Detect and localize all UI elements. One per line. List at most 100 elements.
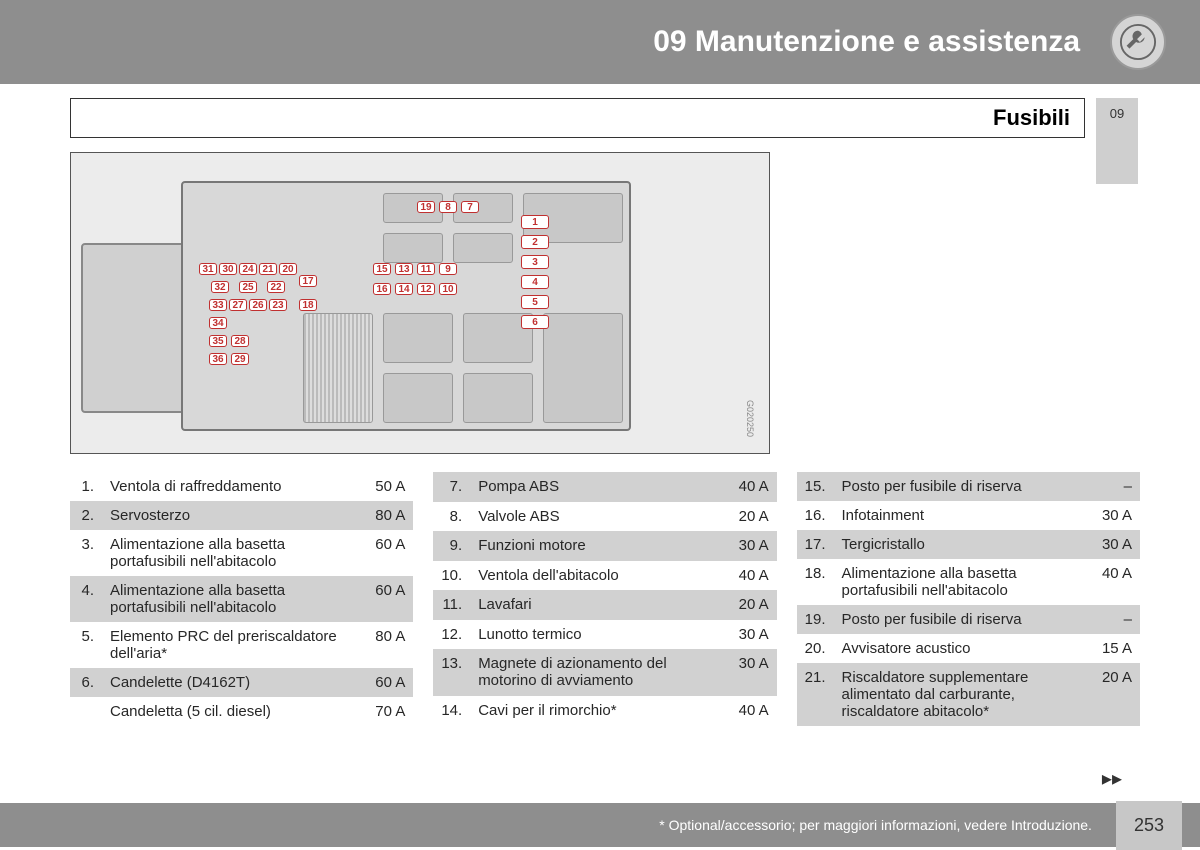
fuse-label: 22 xyxy=(267,281,285,293)
fuse-label: 24 xyxy=(239,263,257,275)
fuse-number: 3. xyxy=(70,530,102,576)
fuse-description: Alimentazione alla basetta portafusibili… xyxy=(102,576,363,622)
table-row: 11.Lavafari20 A xyxy=(433,590,776,620)
chapter-tab: 09 xyxy=(1096,98,1138,184)
fuse-label: 14 xyxy=(395,283,413,295)
fuse-amperage: 80 A xyxy=(363,622,413,668)
fuse-description: Lunotto termico xyxy=(470,620,726,650)
fuse-amperage: 60 A xyxy=(363,576,413,622)
fuse-description: Lavafari xyxy=(470,590,726,620)
fuse-amperage: 60 A xyxy=(363,530,413,576)
table-row: 19.Posto per fusibile di riserva– xyxy=(797,605,1140,634)
fuse-amperage: – xyxy=(1090,605,1140,634)
fuse-number: 12. xyxy=(433,620,470,650)
fuse-label: 12 xyxy=(417,283,435,295)
fuse-amperage: 20 A xyxy=(1090,663,1140,726)
fuse-table-3: 15.Posto per fusibile di riserva–16.Info… xyxy=(797,472,1140,726)
fuse-description: Riscaldatore supplementare alimentato da… xyxy=(834,663,1090,726)
table-row: 18.Alimentazione alla basetta portafusib… xyxy=(797,559,1140,605)
table-row: 7.Pompa ABS40 A xyxy=(433,472,776,502)
fuse-label: 18 xyxy=(299,299,317,311)
fuse-description: Posto per fusibile di riserva xyxy=(834,472,1090,501)
table-row: 14.Cavi per il rimorchio*40 A xyxy=(433,696,776,726)
fuse-table-2: 7.Pompa ABS40 A8.Valvole ABS20 A9.Funzio… xyxy=(433,472,776,726)
fuse-label: 34 xyxy=(209,317,227,329)
table-row: 16.Infotainment30 A xyxy=(797,501,1140,530)
fuse-label: 28 xyxy=(231,335,249,347)
fuse-label: 21 xyxy=(259,263,277,275)
fuse-description: Pompa ABS xyxy=(470,472,726,502)
fuse-tables: 1.Ventola di raffreddamento50 A2.Servost… xyxy=(70,472,1140,726)
fuse-number: 7. xyxy=(433,472,470,502)
fuse-label: 3 xyxy=(521,255,549,269)
fuse-amperage: 40 A xyxy=(727,472,777,502)
table-row: 13.Magnete di azionamento del motorino d… xyxy=(433,649,776,696)
fuse-number: 1. xyxy=(70,472,102,501)
fuse-description: Cavi per il rimorchio* xyxy=(470,696,726,726)
fuse-number: 11. xyxy=(433,590,470,620)
fusebox-diagram: 1 2 3 4 5 6 19 8 7 15 13 11 9 16 14 12 1… xyxy=(70,152,770,454)
fuse-label: 31 xyxy=(199,263,217,275)
fuse-description: Infotainment xyxy=(834,501,1090,530)
fuse-number: 6. xyxy=(70,668,102,697)
fuse-label: 8 xyxy=(439,201,457,213)
fuse-amperage: 30 A xyxy=(1090,501,1140,530)
section-title: Fusibili xyxy=(70,98,1085,138)
fuse-label: 33 xyxy=(209,299,227,311)
fuse-amperage: 40 A xyxy=(727,696,777,726)
table-row: 12.Lunotto termico30 A xyxy=(433,620,776,650)
fuse-description: Elemento PRC del preriscaldatore dell'ar… xyxy=(102,622,363,668)
fuse-number: 18. xyxy=(797,559,834,605)
fuse-description: Candeletta (5 cil. diesel) xyxy=(102,697,363,726)
fuse-description: Posto per fusibile di riserva xyxy=(834,605,1090,634)
fuse-label: 9 xyxy=(439,263,457,275)
fuse-label: 6 xyxy=(521,315,549,329)
footer-bar: * Optional/accessorio; per maggiori info… xyxy=(0,803,1200,847)
fuse-description: Servosterzo xyxy=(102,501,363,530)
header-bar: 09 Manutenzione e assistenza xyxy=(0,0,1200,84)
fuse-number: 9. xyxy=(433,531,470,561)
fuse-amperage: 50 A xyxy=(363,472,413,501)
fuse-label: 1 xyxy=(521,215,549,229)
fuse-amperage: 70 A xyxy=(363,697,413,726)
fuse-amperage: 15 A xyxy=(1090,634,1140,663)
continue-indicator: ▸▸ xyxy=(1102,766,1122,791)
fuse-amperage: 30 A xyxy=(727,531,777,561)
fuse-label: 17 xyxy=(299,275,317,287)
fuse-amperage: 20 A xyxy=(727,590,777,620)
fuse-label: 32 xyxy=(211,281,229,293)
table-row: 10.Ventola dell'abitacolo40 A xyxy=(433,561,776,591)
fuse-label: 19 xyxy=(417,201,435,213)
table-row: 5.Elemento PRC del preriscaldatore dell'… xyxy=(70,622,413,668)
fuse-label: 10 xyxy=(439,283,457,295)
fuse-description: Ventola dell'abitacolo xyxy=(470,561,726,591)
fuse-number: 2. xyxy=(70,501,102,530)
fuse-number: 4. xyxy=(70,576,102,622)
table-row: 17.Tergicristallo30 A xyxy=(797,530,1140,559)
fuse-amperage: 30 A xyxy=(727,620,777,650)
fuse-label: 27 xyxy=(229,299,247,311)
fuse-amperage: 80 A xyxy=(363,501,413,530)
fuse-label: 11 xyxy=(417,263,435,275)
footnote: * Optional/accessorio; per maggiori info… xyxy=(659,817,1092,833)
table-row: 20.Avvisatore acustico15 A xyxy=(797,634,1140,663)
fuse-label: 5 xyxy=(521,295,549,309)
fuse-label: 20 xyxy=(279,263,297,275)
fuse-number: 15. xyxy=(797,472,834,501)
fuse-amperage: 30 A xyxy=(727,649,777,696)
fuse-amperage: 20 A xyxy=(727,502,777,532)
fuse-amperage: – xyxy=(1090,472,1140,501)
table-row: 2.Servosterzo80 A xyxy=(70,501,413,530)
fuse-amperage: 40 A xyxy=(727,561,777,591)
fuse-amperage: 30 A xyxy=(1090,530,1140,559)
table-row: 4.Alimentazione alla basetta portafusibi… xyxy=(70,576,413,622)
table-row: 1.Ventola di raffreddamento50 A xyxy=(70,472,413,501)
fuse-number: 10. xyxy=(433,561,470,591)
fuse-label: 29 xyxy=(231,353,249,365)
fuse-description: Valvole ABS xyxy=(470,502,726,532)
fuse-label: 25 xyxy=(239,281,257,293)
table-row: 3.Alimentazione alla basetta portafusibi… xyxy=(70,530,413,576)
table-row: Candeletta (5 cil. diesel)70 A xyxy=(70,697,413,726)
diagram-code: G020250 xyxy=(745,400,755,437)
fuse-label: 16 xyxy=(373,283,391,295)
